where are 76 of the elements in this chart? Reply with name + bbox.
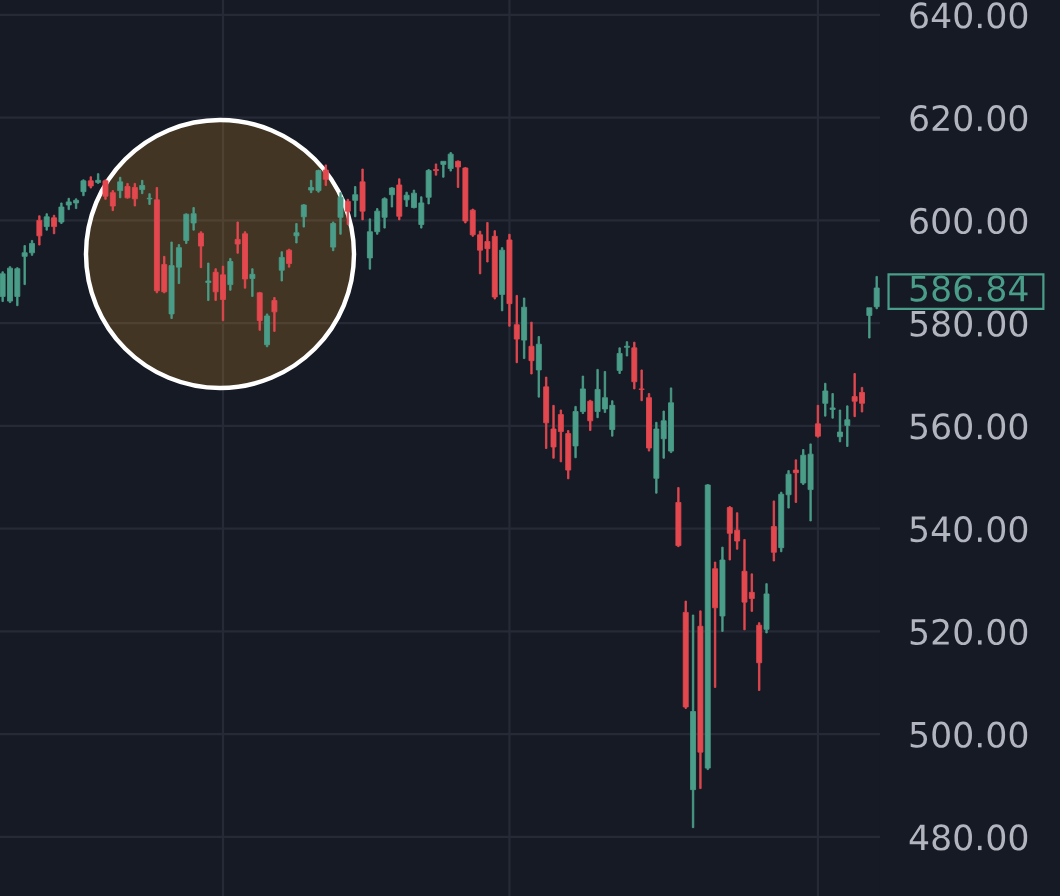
candlestick bbox=[866, 307, 873, 339]
y-tick-label: 560.00 bbox=[910, 413, 1028, 440]
candlestick bbox=[322, 164, 329, 186]
y-tick-label: 600.00 bbox=[910, 207, 1028, 235]
candlestick bbox=[646, 393, 652, 452]
candlestick bbox=[227, 258, 234, 291]
y-tick-label: 500.00 bbox=[910, 721, 1028, 748]
candlestick bbox=[587, 399, 594, 431]
candlestick bbox=[756, 622, 763, 691]
candlestick bbox=[638, 369, 645, 402]
y-tick-label: 540.00 bbox=[910, 516, 1028, 543]
candlestick bbox=[815, 404, 821, 438]
candlestick bbox=[792, 459, 799, 503]
candlestick bbox=[513, 294, 520, 364]
candlestick bbox=[256, 291, 263, 331]
candlestick bbox=[146, 193, 153, 205]
candlestick bbox=[389, 187, 395, 208]
candlestick bbox=[278, 251, 285, 282]
candlestick bbox=[396, 178, 403, 221]
candlestick bbox=[829, 393, 836, 419]
candlestick bbox=[433, 163, 439, 176]
candlestick bbox=[337, 192, 344, 235]
candlestick bbox=[447, 152, 454, 172]
candlestick bbox=[95, 173, 102, 184]
y-tick-label: 580.00 bbox=[910, 310, 1028, 337]
candlestick bbox=[117, 176, 124, 199]
candlestick bbox=[352, 186, 359, 218]
candlestick bbox=[675, 487, 682, 548]
candlestick bbox=[528, 321, 535, 375]
candlestick bbox=[690, 614, 696, 829]
candlestick bbox=[139, 179, 146, 195]
candlestick bbox=[300, 204, 307, 228]
candlestick bbox=[506, 233, 513, 327]
candlestick bbox=[344, 198, 351, 225]
candlestick bbox=[822, 382, 829, 417]
y-tick-label: 620.00 bbox=[910, 105, 1028, 132]
candlestick bbox=[499, 247, 506, 312]
candlestick bbox=[837, 409, 843, 443]
candlestick bbox=[631, 341, 638, 390]
candlestick bbox=[249, 268, 256, 297]
candlestick bbox=[43, 213, 50, 231]
candlestick bbox=[704, 484, 711, 771]
candlestick bbox=[80, 179, 87, 197]
candlestick bbox=[697, 610, 704, 790]
candlestick bbox=[682, 600, 689, 709]
candlestick bbox=[36, 215, 43, 246]
y-tick-label: 520.00 bbox=[910, 618, 1028, 646]
candlestick bbox=[293, 223, 300, 244]
candlestick bbox=[330, 221, 337, 252]
candlestick bbox=[521, 297, 528, 360]
candlestick bbox=[543, 376, 550, 449]
candlestick bbox=[653, 421, 660, 494]
candlestick bbox=[719, 546, 726, 632]
candlestick bbox=[712, 561, 719, 688]
candlestick bbox=[873, 275, 880, 310]
candlestick bbox=[624, 341, 630, 357]
candlestick bbox=[264, 313, 270, 348]
candlestick bbox=[844, 405, 851, 447]
candlestick bbox=[440, 160, 447, 178]
candlestick bbox=[425, 169, 432, 205]
candlestick bbox=[271, 297, 278, 332]
candlestick bbox=[770, 500, 777, 562]
y-tick-label: 480.00 bbox=[909, 824, 1028, 851]
candlestick bbox=[51, 214, 57, 235]
candlestick bbox=[205, 262, 212, 301]
text: 586.84 bbox=[910, 275, 1028, 302]
candlestick bbox=[286, 248, 293, 268]
candlestick bbox=[565, 430, 572, 480]
candlestick bbox=[359, 168, 366, 221]
candlestick bbox=[763, 583, 770, 634]
candlestick bbox=[535, 336, 542, 398]
candlestick bbox=[87, 176, 94, 189]
candlestick bbox=[616, 347, 623, 374]
candlestick bbox=[198, 231, 204, 269]
candlestick bbox=[58, 202, 65, 224]
y-tick-label: 640.00 bbox=[910, 2, 1028, 29]
